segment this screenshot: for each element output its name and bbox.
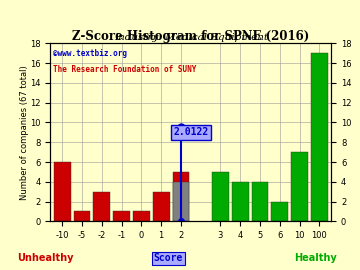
Bar bbox=[212, 172, 229, 221]
Text: Unhealthy: Unhealthy bbox=[17, 254, 73, 264]
Text: Industry: Medical Equipment: Industry: Medical Equipment bbox=[114, 33, 268, 42]
Bar bbox=[311, 53, 328, 221]
Bar bbox=[113, 211, 130, 221]
Text: The Research Foundation of SUNY: The Research Foundation of SUNY bbox=[53, 65, 197, 74]
Title: Z-Score Histogram for SPNE (2016): Z-Score Histogram for SPNE (2016) bbox=[72, 30, 310, 43]
Bar bbox=[291, 152, 308, 221]
Bar bbox=[252, 182, 269, 221]
Bar bbox=[54, 162, 71, 221]
Bar bbox=[93, 192, 110, 221]
Bar bbox=[172, 182, 189, 221]
Y-axis label: Number of companies (67 total): Number of companies (67 total) bbox=[20, 65, 29, 200]
Bar bbox=[74, 211, 90, 221]
Text: Score: Score bbox=[154, 254, 183, 264]
Text: ©www.textbiz.org: ©www.textbiz.org bbox=[53, 49, 127, 58]
Text: 2.0122: 2.0122 bbox=[173, 127, 208, 137]
Bar bbox=[133, 211, 150, 221]
Bar bbox=[232, 182, 249, 221]
Bar bbox=[172, 172, 189, 221]
Bar bbox=[153, 192, 170, 221]
Bar bbox=[271, 202, 288, 221]
Text: Healthy: Healthy bbox=[294, 254, 337, 264]
